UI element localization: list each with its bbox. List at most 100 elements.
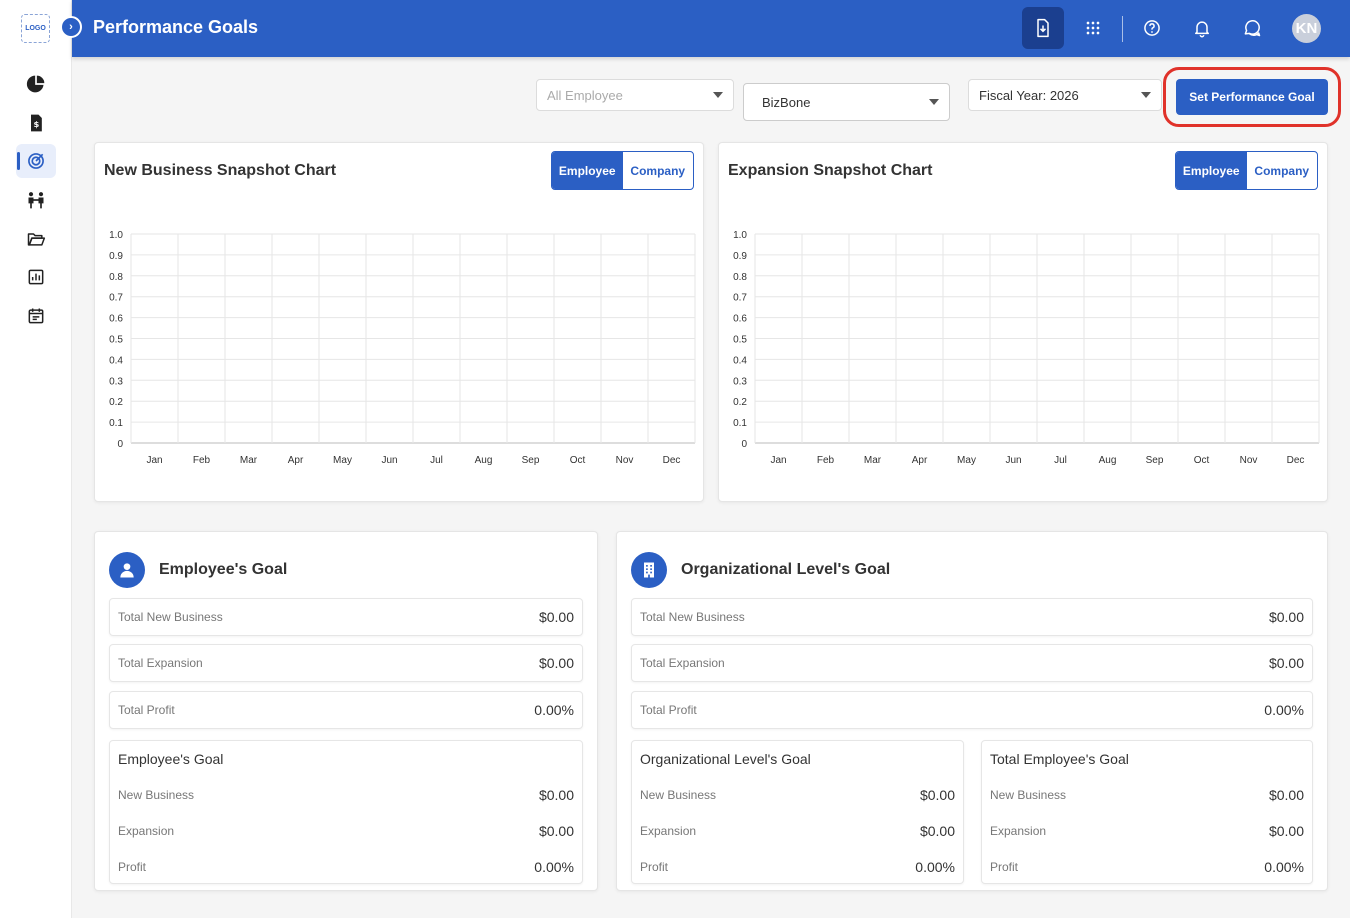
chevron-right-icon: ›	[69, 21, 73, 33]
help-button[interactable]	[1131, 7, 1173, 49]
employee-select[interactable]: All Employee	[536, 79, 734, 111]
people-handshake-icon	[28, 192, 44, 209]
toggle-employee-button[interactable]: Employee	[552, 152, 623, 189]
subcard-row: New Business $0.00	[990, 787, 1304, 803]
topbar-divider	[1122, 16, 1123, 42]
x-tick-label: Aug	[475, 455, 493, 466]
bar-chart-icon	[28, 269, 44, 285]
x-tick-label: Nov	[1240, 455, 1258, 466]
x-tick-label: Nov	[616, 455, 634, 466]
subcard-title: Organizational Level's Goal	[640, 751, 811, 767]
company-select-value: BizBone	[762, 94, 811, 110]
row-label: Profit	[990, 860, 1019, 874]
invoice-dollar-icon: $	[31, 114, 42, 132]
chat-button[interactable]	[1231, 7, 1273, 49]
y-tick-label: 0.9	[109, 251, 123, 262]
subcard-row: Profit 0.00%	[118, 859, 574, 875]
folder-open-icon	[27, 233, 46, 246]
set-performance-goal-button[interactable]: Set Performance Goal	[1176, 79, 1328, 115]
y-tick-label: 0.4	[733, 355, 747, 366]
x-tick-label: Sep	[1146, 455, 1164, 466]
y-tick-label: 0.1	[109, 418, 123, 429]
company-select[interactable]: BizBone	[743, 83, 950, 121]
employee-total-new-business-row: Total New Business $0.00	[109, 598, 583, 636]
expansion-chart-card: Expansion Snapshot Chart Employee Compan…	[718, 142, 1328, 502]
x-tick-label: Dec	[663, 455, 681, 466]
row-label: Profit	[118, 860, 147, 874]
x-tick-label: May	[957, 455, 976, 466]
toggle-company-button[interactable]: Company	[630, 163, 686, 178]
row-value: 0.00%	[534, 702, 574, 718]
y-tick-label: 0.6	[109, 314, 123, 325]
subcard-row: New Business $0.00	[118, 787, 574, 803]
row-value: $0.00	[538, 787, 574, 803]
y-tick-label: 0.9	[733, 251, 747, 262]
chevron-down-icon	[713, 92, 723, 98]
y-tick-label: 0.7	[109, 293, 123, 304]
org-total-new-business-row: Total New Business $0.00	[631, 598, 1313, 636]
total-employee-goal-subcard: Total Employee's Goal New Business $0.00…	[981, 740, 1313, 884]
target-icon	[28, 153, 44, 169]
row-label: Expansion	[640, 824, 697, 838]
toggle-company-button[interactable]: Company	[1254, 163, 1310, 178]
toggle-employee-button[interactable]: Employee	[1176, 152, 1247, 189]
y-tick-label: 0.4	[109, 355, 123, 366]
org-total-expansion-row: Total Expansion $0.00	[631, 644, 1313, 682]
row-label: Total New Business	[118, 610, 223, 624]
row-label: Expansion	[118, 824, 175, 838]
row-value: $0.00	[1268, 655, 1304, 671]
sidebar-item-files[interactable]	[16, 222, 56, 256]
x-tick-label: Mar	[864, 455, 882, 466]
calendar-icon	[28, 308, 44, 324]
employee-goal-title: Employee's Goal	[159, 561, 288, 578]
sidebar-item-reports[interactable]	[16, 260, 56, 294]
x-tick-label: Feb	[193, 455, 211, 466]
row-value: 0.00%	[534, 859, 574, 875]
chevron-down-icon	[929, 99, 939, 105]
sidebar-expand-button[interactable]: ›	[60, 16, 82, 38]
new-business-view-toggle: Employee Company	[551, 151, 694, 190]
user-icon	[109, 552, 145, 588]
y-tick-label: 1.0	[733, 230, 747, 241]
sidebar-item-invoices[interactable]: $	[16, 106, 56, 140]
subcard-title: Employee's Goal	[118, 751, 224, 767]
apps-grid-icon	[1086, 21, 1100, 35]
expansion-view-toggle: Employee Company	[1175, 151, 1318, 190]
y-tick-label: 0.5	[109, 335, 123, 346]
topbar: Performance Goals KN	[72, 0, 1350, 57]
row-label: Total New Business	[640, 610, 745, 624]
row-label: New Business	[118, 788, 195, 802]
sidebar-item-dashboard[interactable]	[16, 67, 56, 101]
org-level-goal-subcard: Organizational Level's Goal New Business…	[631, 740, 964, 884]
notifications-button[interactable]	[1181, 7, 1223, 49]
row-value: 0.00%	[915, 859, 955, 875]
page-title: Performance Goals	[93, 17, 259, 37]
help-icon	[1144, 20, 1160, 36]
y-tick-label: 0.3	[733, 376, 747, 387]
download-button[interactable]	[1022, 7, 1064, 49]
x-tick-label: Aug	[1099, 455, 1117, 466]
svg-text:$: $	[34, 119, 40, 129]
logo[interactable]: LOGO	[21, 14, 50, 43]
row-value: 0.00%	[1264, 859, 1304, 875]
download-icon	[1037, 18, 1049, 38]
org-goal-card: Organizational Level's Goal Total New Bu…	[616, 531, 1328, 891]
row-label: Total Expansion	[640, 656, 725, 670]
row-label: Total Profit	[118, 703, 175, 717]
sidebar-item-calendar[interactable]	[16, 299, 56, 333]
fiscal-year-select[interactable]: Fiscal Year: 2026	[968, 79, 1162, 111]
expansion-chart-title: Expansion Snapshot Chart	[728, 162, 933, 179]
subcard-row: Expansion $0.00	[990, 823, 1304, 839]
bell-icon	[1195, 21, 1209, 38]
avatar[interactable]: KN	[1292, 14, 1321, 43]
x-tick-label: Jan	[770, 455, 786, 466]
sidebar-item-team[interactable]	[16, 183, 56, 217]
row-label: Expansion	[990, 824, 1047, 838]
row-label: New Business	[990, 788, 1067, 802]
sidebar-item-goals[interactable]	[16, 144, 56, 178]
row-label: Total Expansion	[118, 656, 203, 670]
y-tick-label: 0	[741, 439, 747, 450]
x-tick-label: Jun	[1005, 455, 1021, 466]
y-tick-label: 0.6	[733, 314, 747, 325]
apps-button[interactable]	[1072, 7, 1114, 49]
